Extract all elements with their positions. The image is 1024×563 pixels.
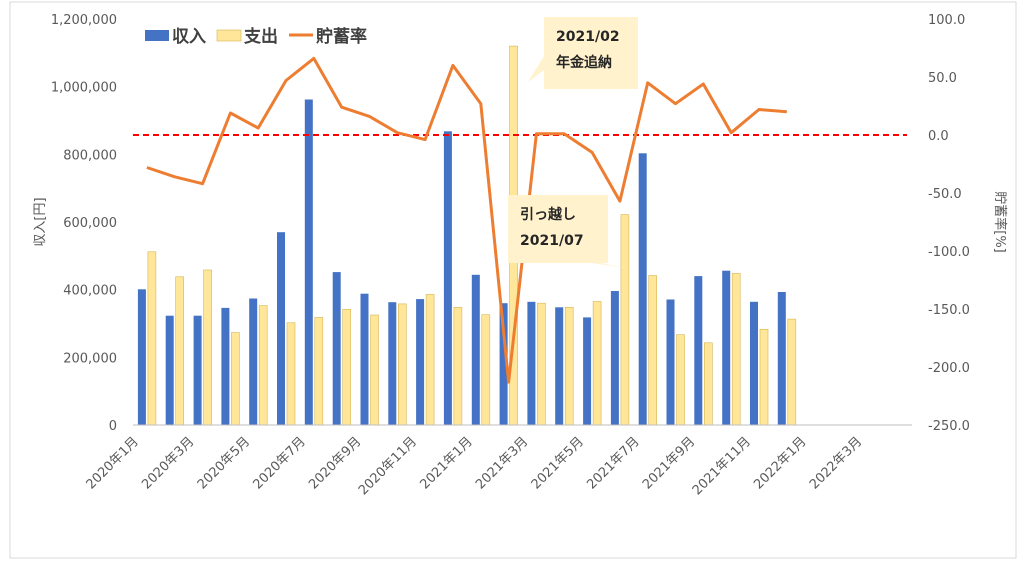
income-bar <box>555 307 564 425</box>
x-tick-label: 2021年9月 <box>640 434 698 492</box>
callout-text: 年金追納 <box>556 54 612 71</box>
income-bar <box>165 315 174 425</box>
income-bar <box>193 315 202 425</box>
income-bar <box>471 274 480 425</box>
expense-bar <box>703 342 713 426</box>
x-tick-label: 2021年1月 <box>417 434 475 492</box>
expense-bar <box>203 269 212 426</box>
expense-bar <box>564 306 574 426</box>
left-axis-title: 収入[円] <box>33 197 48 246</box>
right-tick-label: 50.0 <box>928 71 957 86</box>
income-bar <box>332 272 341 425</box>
expense-bar <box>258 305 268 426</box>
left-tick-label: 600,000 <box>63 216 117 231</box>
bar-layer <box>137 45 797 426</box>
legend-swatch <box>216 29 242 42</box>
income-bar <box>694 276 703 425</box>
income-bar <box>527 301 536 425</box>
expense-bar <box>397 303 407 426</box>
income-bar <box>722 270 731 425</box>
left-tick-label: 1,000,000 <box>51 81 117 96</box>
left-tick-label: 0 <box>109 419 117 434</box>
x-tick-label: 2021年7月 <box>584 434 642 492</box>
income-bar <box>416 299 425 425</box>
left-tick-label: 1,200,000 <box>51 13 117 28</box>
callout-text: 2021/02 <box>556 29 620 45</box>
expense-bar <box>314 317 324 426</box>
left-tick-label: 200,000 <box>63 351 117 366</box>
callout-box <box>544 17 638 89</box>
expense-bar <box>481 314 491 426</box>
expense-bar <box>620 214 630 426</box>
expense-bar <box>147 251 157 426</box>
right-tick-label: -200.0 <box>928 361 970 376</box>
income-bar <box>304 99 313 425</box>
left-tick-label: 800,000 <box>63 148 117 163</box>
legend: 収入 支出 貯蓄率 <box>145 26 367 47</box>
left-tick-label: 400,000 <box>63 284 117 299</box>
income-bar <box>221 307 230 425</box>
legend-label: 貯蓄率 <box>316 26 367 47</box>
callout-box <box>508 195 608 263</box>
right-tick-label: 0.0 <box>928 129 949 144</box>
expense-bar <box>231 332 240 426</box>
income-bar <box>277 232 285 425</box>
expense-bar <box>592 301 602 426</box>
expense-bar <box>175 276 184 426</box>
expense-bar <box>537 302 546 426</box>
x-tick-label: 2021年5月 <box>529 434 587 492</box>
income-bar <box>610 291 619 425</box>
expense-bar <box>425 294 435 426</box>
income-bar <box>666 299 675 425</box>
x-tick-label: 2021年3月 <box>473 434 531 492</box>
x-tick-label: 2021年11月 <box>690 434 754 498</box>
expense-bar <box>648 275 658 426</box>
income-bar <box>137 289 146 425</box>
callout-pointer <box>528 56 544 82</box>
income-bar <box>777 292 786 425</box>
income-bar <box>249 298 258 425</box>
expense-bar <box>453 306 463 426</box>
x-tick-label: 2020年5月 <box>195 434 253 492</box>
expense-bar <box>342 308 352 426</box>
x-tick-label: 2020年7月 <box>250 434 308 492</box>
income-bar <box>750 301 758 425</box>
callout-pointer <box>592 263 626 268</box>
expense-bar <box>787 318 797 426</box>
line-layer <box>146 56 787 384</box>
expense-bar <box>731 273 741 426</box>
expense-bar <box>759 328 769 426</box>
callout-text: 引っ越し <box>520 206 576 223</box>
legend-label: 支出 <box>244 26 278 47</box>
x-tick-label: 2022年3月 <box>807 434 865 492</box>
right-tick-label: -150.0 <box>928 303 970 318</box>
legend-label: 収入 <box>172 27 206 47</box>
right-axis-title: 貯蓄率[%] <box>992 191 1008 253</box>
right-tick-label: -250.0 <box>928 419 970 434</box>
x-tick-label: 2020年3月 <box>139 434 197 492</box>
x-tick-label: 2020年9月 <box>306 434 364 492</box>
x-tick-label: 2020年1月 <box>84 434 142 492</box>
expense-bar <box>676 334 685 426</box>
income-bar <box>443 131 452 426</box>
callout-text: 2021/07 <box>520 233 584 249</box>
right-tick-label: -100.0 <box>928 245 970 260</box>
right-tick-label: 100.0 <box>928 13 965 28</box>
chart-border <box>9 1 1017 559</box>
x-tick-label: 2022年1月 <box>751 434 809 492</box>
income-bar <box>360 293 369 425</box>
right-tick-label: -50.0 <box>928 187 962 202</box>
income-bar <box>583 317 592 425</box>
income-bar <box>638 153 647 426</box>
expense-bar <box>286 322 296 426</box>
expense-bar <box>370 314 379 426</box>
income-bar <box>388 302 397 425</box>
savings-rate-line <box>146 56 787 384</box>
legend-swatch <box>145 30 169 41</box>
income-bar <box>499 303 508 425</box>
x-tick-label: 2020年11月 <box>356 434 420 498</box>
